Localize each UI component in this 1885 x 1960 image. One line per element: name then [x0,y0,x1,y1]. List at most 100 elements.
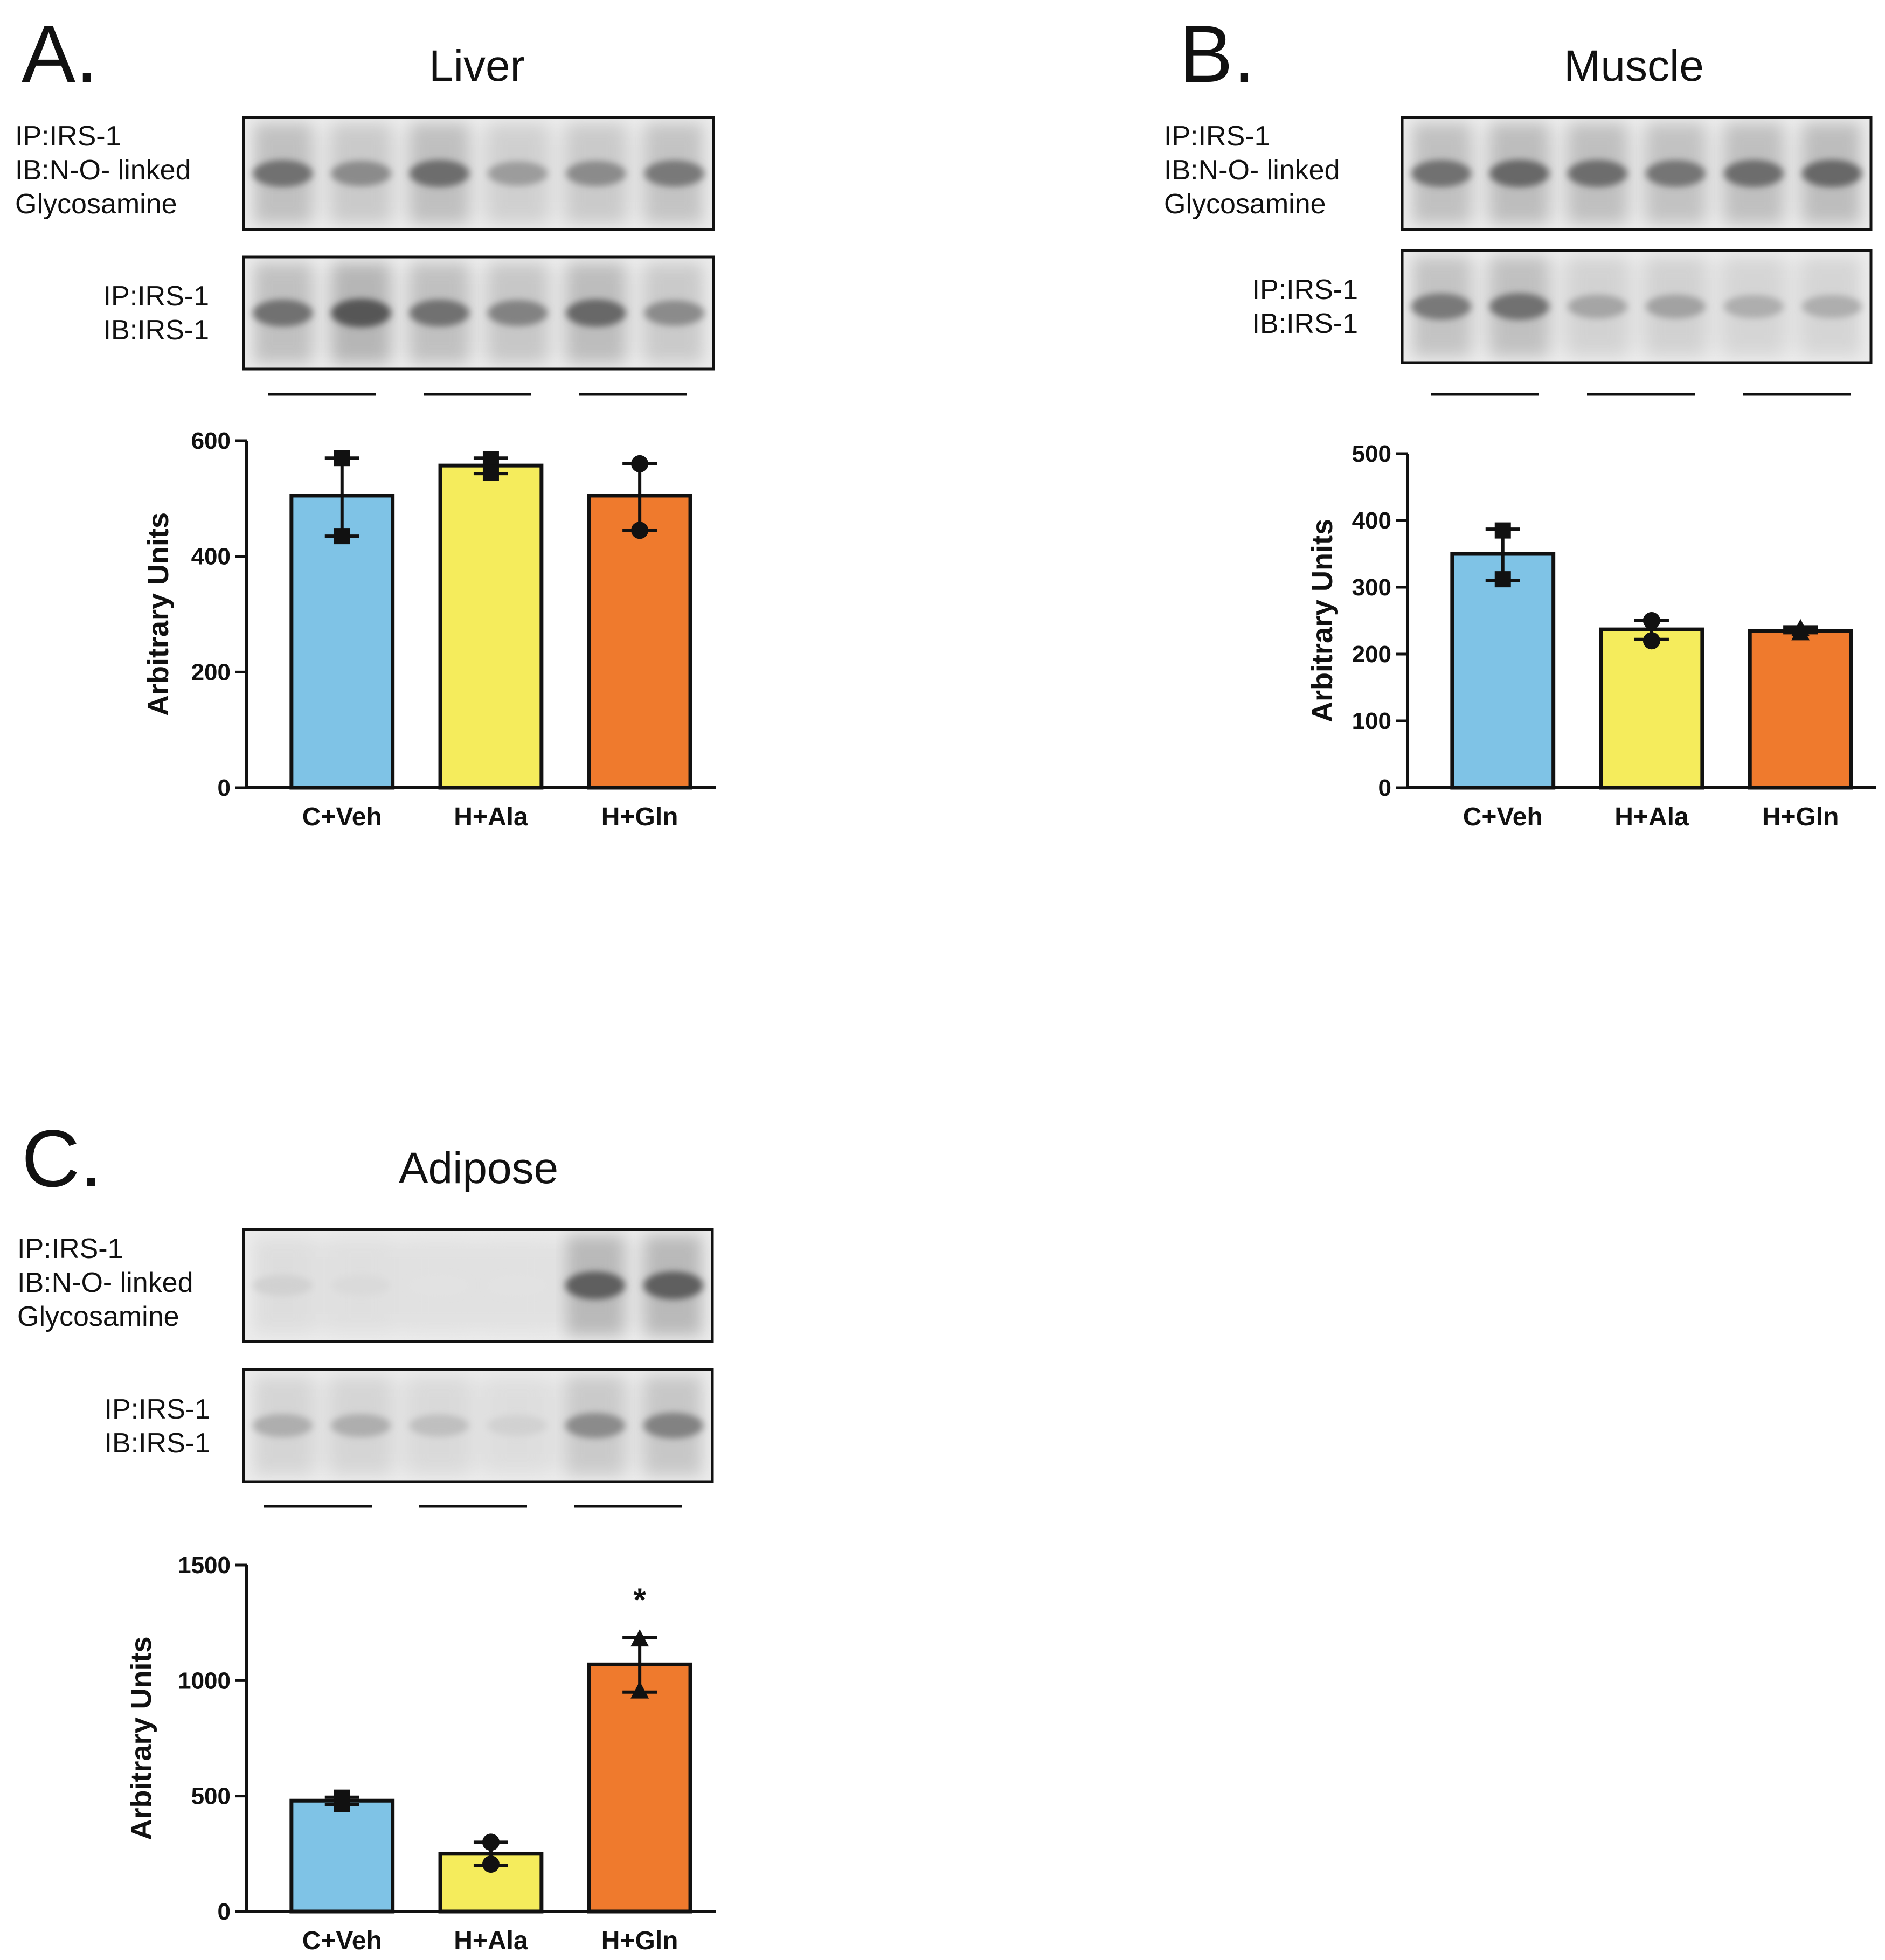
y-axis-title: Arbitrary Units [1306,519,1339,722]
blot-band [1646,160,1706,187]
data-point [334,1796,350,1812]
blot-band [410,159,469,187]
data-point [334,528,350,545]
data-point [1494,571,1511,588]
blot-band [488,161,548,186]
x-category-label: C+Veh [1463,803,1543,831]
data-point [482,1833,500,1851]
blot-band [1411,293,1471,320]
blot-band [1489,293,1549,320]
blot-band [1489,159,1549,187]
blot-band [409,1275,469,1296]
panel-b-blot-bottom-label-2: IB:IRS-1 [1252,308,1359,339]
blot-frame [242,1228,714,1343]
blot-band [566,161,626,186]
x-category-label: C+Veh [302,803,382,831]
panel-c-title: Adipose [399,1144,558,1193]
significance-marker: * [633,1582,646,1618]
data-point [482,464,499,481]
blot-band [1724,159,1784,187]
x-category-label: H+Gln [1762,803,1839,831]
blot-frame [242,1368,714,1483]
x-category-label: H+Ala [1614,803,1689,831]
data-point [334,450,350,467]
data-point [630,1629,649,1647]
y-tick-label: 1500 [178,1552,231,1579]
panel-a-blot-top-label-3: Glycosamine [15,189,177,220]
panel-b-blot-top-label-3: Glycosamine [1164,189,1326,220]
y-tick-label: 0 [218,1899,231,1925]
bar-h-gln [587,494,692,790]
y-tick-label: 400 [191,544,231,570]
blot-frame [1401,116,1873,231]
blot-band [331,1414,391,1437]
panel-b-blot-top-label-2: IB:N-O- linked [1164,155,1340,186]
panel-a-blot-bottom-label-2: IB:IRS-1 [103,315,210,346]
panel-a-chart: 0 200 400 600 Arbitrary Units C+Veh H+Ala H+Gln [142,428,716,831]
bar-h-ala [1599,627,1704,790]
panel-b-chart: 0 100 200 300 400 500 Arbitrary Units C+Veh H+Al… [1306,441,1876,831]
blot-band [253,1414,313,1437]
y-tick-label: 100 [1352,708,1391,734]
panel-c-blot-top-label-2: IB:N-O- linked [17,1267,193,1298]
y-tick-label: 500 [1352,441,1391,467]
blot-frame [242,116,715,231]
blot-frame [1401,249,1873,364]
x-category-label: H+Gln [601,803,678,831]
data-point [1791,623,1810,641]
blot-band [331,161,391,186]
y-tick-label: 200 [191,659,231,685]
data-point [630,1681,649,1699]
data-point [482,1855,500,1873]
x-category-label: H+Ala [454,803,528,831]
blot-band [566,299,626,327]
blot-band [1568,295,1627,318]
blot-band [1724,295,1784,318]
blot-image [1402,251,1871,363]
panel-b-title: Muscle [1564,41,1704,91]
panel-c-blot-top-label-3: Glycosamine [17,1301,179,1332]
bar-c-veh [1450,552,1556,790]
blot-band [644,300,704,326]
blot-band [487,1415,547,1436]
x-category-label: H+Gln [601,1927,678,1955]
blot-image [244,257,713,369]
blot-band [487,1275,547,1296]
panel-a: A. Liver IP:IRS-1 IB:N-O- linked Glycosa… [15,9,716,831]
y-tick-label: 0 [218,775,231,801]
blot-band [253,300,313,326]
bar-h-ala [438,463,544,790]
blot-band [1646,294,1706,319]
blot-band [644,160,704,187]
panel-c-blot-top-label-1: IP:IRS-1 [17,1233,123,1264]
panel-a-title: Liver [429,41,525,91]
blot-band [331,298,391,328]
panel-c-blot-bottom-label-2: IB:IRS-1 [105,1428,211,1459]
blot-frame [242,255,715,371]
blot-band [1411,160,1471,187]
blot-band [1568,159,1627,187]
blot-image [244,1229,712,1342]
y-tick-label: 1000 [178,1667,231,1694]
panel-b-blot-top [1401,116,1873,231]
blot-band [488,300,548,326]
blot-band [409,1414,469,1437]
panel-c-blot-top [242,1228,714,1343]
panel-b-blot-top-label-1: IP:IRS-1 [1164,121,1270,152]
panel-c: C. Adipose IP:IRS-1 IB:N-O- linked Glyco… [17,1113,716,1955]
panel-a-blot-top-label-2: IB:N-O- linked [15,155,191,186]
panel-b-letter: B. [1179,9,1256,99]
data-point [1494,522,1511,539]
panel-c-chart: 0 500 1000 1500 Arbitrary Units C+Veh H+Ala * H+… [125,1552,716,1955]
y-tick-label: 300 [1352,574,1391,601]
data-point [1643,612,1660,629]
blot-image [244,1370,712,1482]
blot-band [331,1275,391,1296]
panel-a-blot-bottom-label-1: IP:IRS-1 [103,281,210,312]
panel-b-blot-bottom-label-1: IP:IRS-1 [1252,274,1359,305]
panel-a-blot-top [242,116,715,231]
x-category-label: C+Veh [302,1927,382,1955]
y-tick-label: 0 [1378,775,1391,801]
data-point [631,522,649,539]
